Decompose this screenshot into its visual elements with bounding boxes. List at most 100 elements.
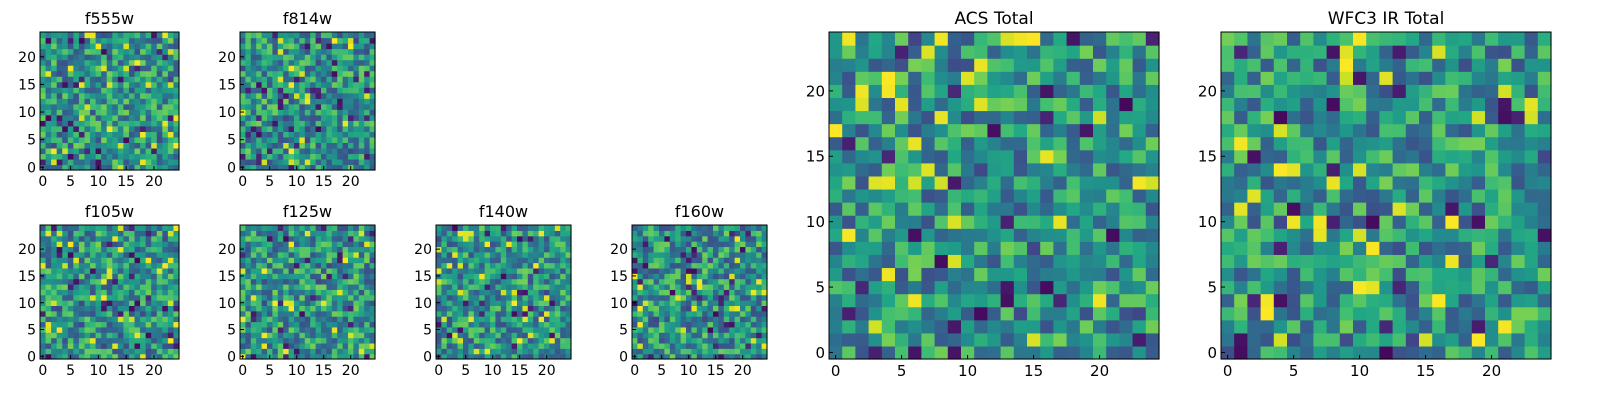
heatmap-cell [718, 300, 725, 306]
heatmap-cell [256, 262, 263, 269]
heatmap-cell [718, 342, 725, 349]
heatmap-cell [729, 348, 736, 355]
heatmap-cell [511, 342, 518, 349]
heatmap-cell [101, 353, 108, 360]
heatmap-cell [881, 332, 896, 347]
heatmap-cell [353, 114, 360, 121]
heatmap-cell [294, 305, 300, 312]
heatmap-cell [304, 310, 311, 317]
heatmap-cell [140, 278, 147, 285]
heatmap-cell [67, 316, 74, 323]
x-tick-label: 10 [680, 363, 698, 379]
heatmap-cell [45, 103, 52, 110]
heatmap-cell [500, 326, 507, 333]
heatmap-cell [1313, 319, 1328, 334]
heatmap-cell [56, 136, 63, 143]
heatmap-cell [473, 337, 480, 344]
heatmap-cell [112, 246, 119, 253]
heatmap-cell [299, 316, 306, 323]
heatmap-cell [145, 109, 152, 116]
heatmap-cell [256, 294, 263, 301]
heatmap-cell [745, 241, 752, 248]
heatmap-cell [527, 278, 534, 285]
heatmap-cell [45, 92, 52, 99]
y-tick-label: 15 [218, 77, 236, 93]
heatmap-cell [106, 246, 113, 253]
heatmap-cell [446, 273, 453, 280]
heatmap-cell [272, 353, 279, 360]
heatmap-cell [881, 84, 896, 98]
heatmap-cell [1498, 215, 1512, 229]
heatmap-cell [680, 230, 687, 237]
heatmap-cell [500, 241, 507, 248]
heatmap-cell [261, 310, 268, 317]
heatmap-cell [446, 337, 453, 344]
heatmap-cell [1432, 293, 1446, 308]
heatmap-cell [729, 262, 736, 269]
heatmap-cell [506, 321, 513, 328]
heatmap-cell [331, 283, 338, 290]
heatmap-cell [95, 37, 102, 44]
heatmap-cell [511, 262, 518, 269]
x-tick-label: 20 [734, 363, 752, 379]
heatmap-cell [675, 235, 682, 242]
heatmap-cell [151, 32, 158, 39]
heatmap-cell [326, 273, 333, 280]
heatmap-cell [156, 246, 163, 253]
heatmap-cell [56, 267, 63, 274]
heatmap-cell [934, 241, 949, 255]
heatmap-cell [140, 87, 147, 94]
heatmap-cell [95, 300, 102, 306]
heatmap-cell [321, 316, 327, 323]
heatmap-cell [1498, 280, 1512, 295]
heatmap-cell [1260, 175, 1275, 190]
heatmap-cell [463, 283, 469, 290]
heatmap-cell [479, 289, 486, 296]
heatmap-cell [56, 225, 63, 231]
heatmap-cell [78, 131, 86, 138]
heatmap-cell [829, 45, 843, 59]
heatmap-cell [299, 81, 306, 88]
heatmap-cell [468, 262, 475, 269]
heatmap-cell [162, 321, 169, 328]
heatmap-cell [310, 235, 317, 242]
heatmap-cell [250, 251, 257, 258]
heatmap-cell [1366, 175, 1380, 190]
heatmap-cell [364, 48, 371, 55]
heatmap-cell [506, 251, 513, 258]
heatmap-cell [1392, 267, 1407, 282]
heatmap-cell [1000, 136, 1015, 151]
heatmap-cell [908, 202, 922, 216]
x-tick-label: 15 [117, 174, 135, 190]
heatmap-cell [277, 87, 284, 94]
heatmap-cell [112, 342, 119, 349]
heatmap-cell [961, 254, 975, 269]
heatmap-cell [463, 332, 469, 339]
heatmap-cell [468, 300, 475, 306]
heatmap-cell [240, 305, 246, 312]
heatmap-cell [245, 283, 252, 290]
heatmap-cell [511, 332, 518, 339]
heatmap-cell [294, 278, 300, 285]
heatmap-cell [463, 257, 469, 264]
heatmap-cell [272, 342, 279, 349]
heatmap-cell [272, 59, 279, 66]
heatmap-cell [1234, 293, 1248, 308]
heatmap-cell [1353, 149, 1367, 164]
heatmap-cell [750, 337, 757, 344]
heatmap-cell [310, 43, 317, 50]
heatmap-cell [1537, 175, 1552, 190]
heatmap-cell [245, 294, 252, 301]
heatmap-cell [436, 289, 442, 296]
x-tick-label: 10 [288, 174, 306, 190]
heatmap-cell [117, 109, 124, 116]
heatmap-cell [506, 278, 513, 285]
heatmap-cell [156, 98, 163, 105]
heatmap-cell [51, 353, 58, 360]
heatmap-cell [707, 337, 714, 344]
heatmap-cell [653, 348, 660, 355]
heatmap-cell [675, 348, 682, 355]
heatmap-cell [632, 257, 638, 264]
heatmap-cell [73, 98, 80, 105]
